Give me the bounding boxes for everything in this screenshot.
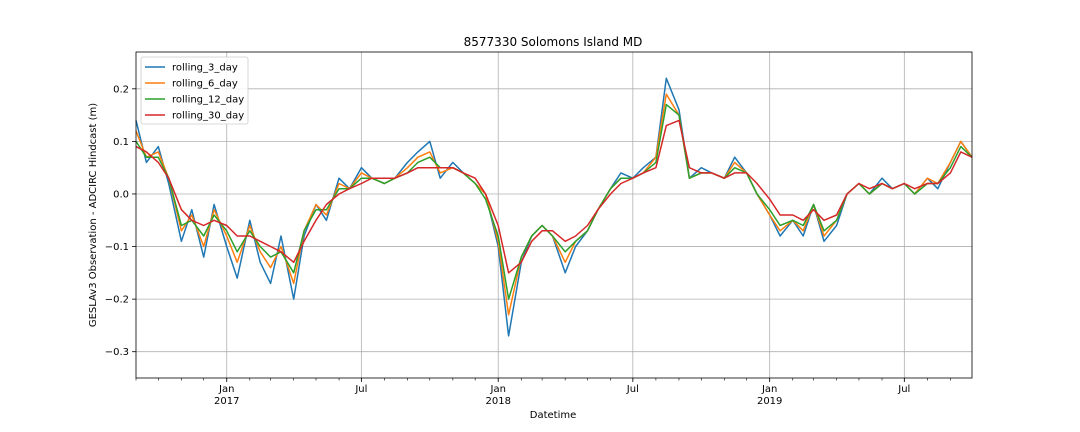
x-axis-title: Datetime	[530, 410, 577, 421]
legend-label: rolling_3_day	[172, 63, 238, 74]
series-line-rolling-6-day	[135, 93, 973, 316]
y-axis-title: GESLAv3 Observation - ADCIRC Hindcast (m…	[88, 103, 99, 327]
x-tick-year-label: 2018	[485, 396, 510, 407]
x-tick-label: Jul	[354, 384, 367, 395]
legend-label: rolling_12_day	[172, 95, 244, 106]
series-line-rolling-3-day	[135, 77, 973, 337]
x-tick-label: Jan	[490, 384, 506, 395]
x-tick-label: Jul	[626, 384, 639, 395]
y-tick-label: −0.2	[105, 295, 129, 306]
legend-label: rolling_6_day	[172, 79, 238, 90]
y-tick-label: −0.1	[105, 242, 129, 253]
legend: rolling_3_day rolling_6_day rolling_12_day…	[140, 56, 249, 125]
series-lines	[135, 77, 973, 337]
series-line-rolling-12-day	[135, 103, 973, 300]
x-tick-year-label: 2017	[214, 396, 239, 407]
y-axis: 0.2 0.1 0.0 −0.1 −0.2 −0.3	[105, 84, 136, 358]
y-tick-label: 0.2	[113, 84, 129, 95]
x-tick-label: Jan	[218, 384, 234, 395]
grid-lines	[136, 52, 972, 378]
y-tick-label: 0.0	[113, 189, 129, 200]
legend-box	[140, 56, 249, 125]
chart-title: 8577330 Solomons Island MD	[464, 35, 643, 49]
x-tick-year-label: 2019	[757, 396, 782, 407]
y-tick-label: 0.1	[113, 137, 129, 148]
x-tick-label: Jan	[761, 384, 777, 395]
x-tick-label: Jul	[897, 384, 910, 395]
legend-label: rolling_30_day	[172, 111, 244, 122]
y-tick-label: −0.3	[105, 347, 129, 358]
plot-frame	[135, 51, 973, 379]
series-line-rolling-30-day	[135, 119, 973, 274]
